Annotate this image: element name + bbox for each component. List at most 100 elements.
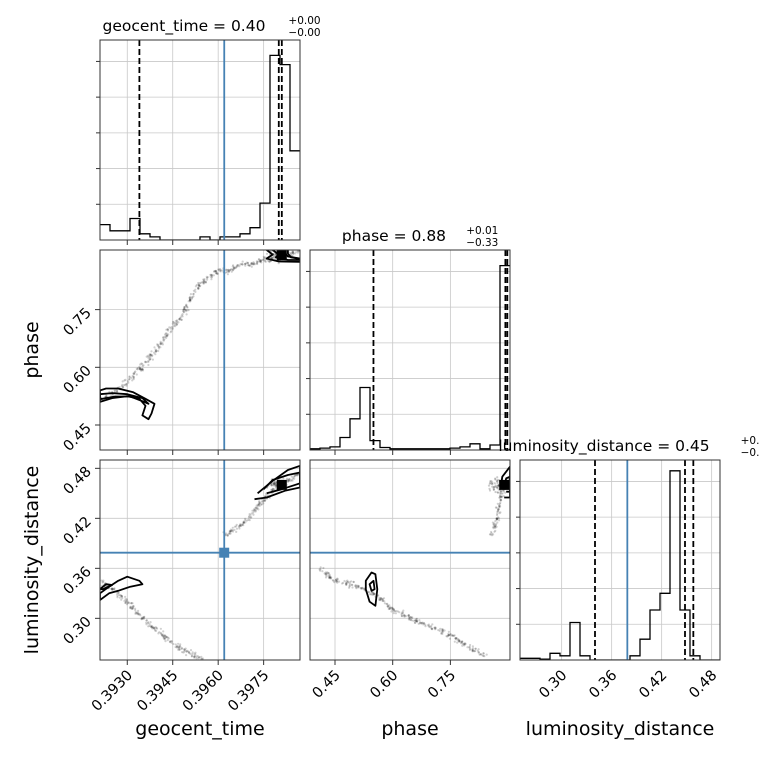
- sample-point: [202, 282, 205, 285]
- sample-point: [189, 295, 192, 298]
- sample-point: [287, 479, 290, 482]
- sample-point: [130, 376, 133, 379]
- sample-point: [249, 516, 252, 519]
- sample-point: [354, 584, 357, 587]
- sample-point: [212, 274, 215, 277]
- sample-point: [388, 604, 391, 607]
- sample-point: [497, 484, 500, 487]
- sample-point: [154, 626, 157, 629]
- sample-point: [128, 602, 131, 605]
- sample-point: [203, 280, 206, 283]
- sample-point: [407, 616, 411, 619]
- sample-point: [162, 338, 165, 341]
- sample-point: [185, 303, 188, 306]
- sample-point: [151, 354, 154, 357]
- sample-point: [215, 270, 218, 273]
- sample-point: [357, 586, 360, 589]
- sample-point: [381, 599, 385, 603]
- sample-point: [250, 512, 253, 515]
- sample-point: [156, 343, 159, 346]
- sample-point: [345, 582, 348, 585]
- sample-point: [116, 389, 119, 392]
- sample-point: [495, 518, 498, 522]
- sample-point: [120, 385, 123, 388]
- hist-plot-area: [520, 460, 720, 660]
- sample-point: [488, 489, 492, 492]
- sample-point: [127, 380, 130, 383]
- sample-point: [138, 613, 141, 616]
- sample-point: [252, 513, 255, 516]
- sample-point: [409, 618, 412, 622]
- sample-point: [231, 265, 234, 268]
- sample-point: [154, 350, 157, 353]
- sample-point: [270, 483, 273, 486]
- sample-point: [441, 629, 444, 632]
- sample-point: [273, 483, 276, 486]
- sample-point: [149, 353, 152, 356]
- sample-point: [140, 618, 143, 621]
- sample-point: [260, 261, 263, 264]
- x-tick-label: 0.45: [310, 668, 344, 702]
- sample-point: [296, 251, 299, 254]
- sample-point: [198, 285, 201, 288]
- sample-point: [291, 477, 295, 480]
- histogram-step: [520, 470, 720, 660]
- sample-point: [252, 261, 255, 264]
- sample-point: [292, 250, 295, 253]
- sample-point: [211, 275, 214, 278]
- sample-point: [291, 250, 294, 253]
- sample-point: [131, 374, 134, 378]
- sample-point: [140, 368, 143, 371]
- sample-point: [262, 257, 265, 260]
- sample-point: [471, 649, 474, 652]
- sample-point: [403, 614, 406, 617]
- sample-point: [392, 609, 395, 613]
- sample-point: [458, 640, 461, 643]
- sample-point: [183, 305, 186, 309]
- sample-point: [139, 363, 142, 366]
- sample-point: [182, 308, 186, 311]
- sample-point: [327, 576, 330, 579]
- sample-point: [464, 643, 467, 646]
- sample-point: [128, 378, 131, 381]
- sample-point: [188, 299, 191, 302]
- sample-point: [288, 478, 291, 481]
- sample-point: [161, 633, 165, 636]
- sample-point: [178, 648, 181, 651]
- sample-point: [159, 346, 162, 349]
- sample-point: [389, 606, 392, 610]
- sample-point: [492, 488, 495, 491]
- sample-point: [328, 573, 331, 576]
- sample-point: [111, 587, 114, 590]
- sample-point: [141, 369, 145, 372]
- sample-point: [96, 395, 98, 397]
- sample-point: [361, 586, 364, 590]
- sample-point: [161, 634, 164, 638]
- sample-point: [245, 261, 248, 264]
- sample-point: [231, 530, 235, 533]
- sample-point: [412, 619, 415, 622]
- sample-point: [415, 617, 418, 621]
- sample-point: [177, 321, 180, 324]
- sample-point: [471, 647, 475, 650]
- sample-point: [497, 484, 500, 487]
- sample-point: [231, 529, 234, 532]
- sample-point: [367, 590, 370, 594]
- sample-point: [272, 484, 275, 487]
- sample-point: [133, 371, 136, 374]
- sample-point: [228, 530, 231, 533]
- sample-point: [329, 577, 333, 580]
- sample-point: [173, 322, 176, 325]
- sample-point: [500, 499, 503, 502]
- sample-point: [241, 263, 244, 266]
- sample-point: [502, 490, 505, 493]
- sample-point: [498, 496, 501, 499]
- sample-point: [334, 579, 337, 582]
- sample-point: [494, 529, 497, 532]
- sample-point: [489, 480, 492, 483]
- sample-point: [189, 293, 192, 296]
- sample-point: [492, 485, 495, 489]
- sample-point: [236, 265, 239, 268]
- sample-point: [170, 640, 174, 643]
- sample-point: [449, 633, 452, 637]
